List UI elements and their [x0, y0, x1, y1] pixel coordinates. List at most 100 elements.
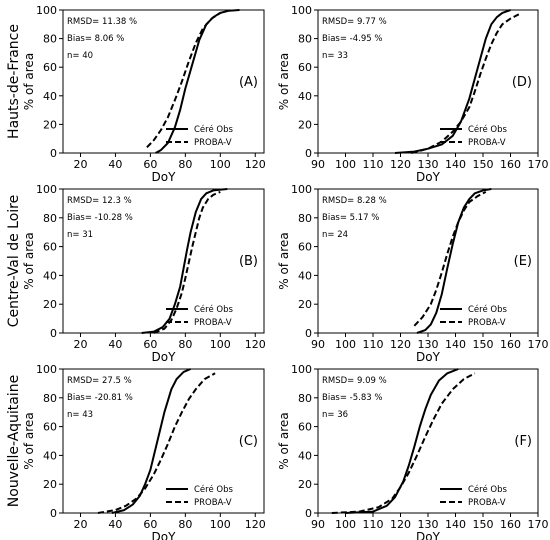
- stat-line: RMSD= 9.77 %: [322, 17, 387, 27]
- x-tick-label: 100: [335, 338, 356, 351]
- x-tick-label: 60: [143, 338, 157, 351]
- y-tick-label: 60: [298, 421, 312, 434]
- x-tick-label: 140: [445, 158, 466, 171]
- y-axis-label: % of area: [22, 53, 36, 110]
- x-tick-label: 100: [210, 158, 231, 171]
- legend-label: Céré Obs: [194, 484, 233, 495]
- x-tick-label: 100: [335, 518, 356, 531]
- plot-frame: [62, 188, 265, 334]
- series-line-proba-v: [413, 191, 487, 327]
- x-tick-label: 100: [210, 338, 231, 351]
- y-tick-label: 0: [305, 147, 312, 160]
- y-tick-label: 60: [298, 61, 312, 74]
- x-tick-label: 20: [73, 158, 87, 171]
- series-line-proba-v: [97, 372, 216, 514]
- stat-line: n= 40: [67, 51, 93, 61]
- stat-line: RMSD= 9.09 %: [322, 376, 387, 386]
- y-tick-label: 40: [298, 90, 312, 103]
- x-tick-label: 140: [445, 338, 466, 351]
- y-tick-label: 80: [43, 392, 57, 405]
- panel-label: (A): [239, 75, 258, 90]
- panel-c: 20 40 60 80 100 120 0 20 40 60 80 100 DoY % of areaNo…: [6, 363, 266, 540]
- legend-label: PROBA-V: [194, 498, 232, 508]
- x-tick-label: 80: [178, 158, 192, 171]
- y-tick-label: 40: [298, 269, 312, 282]
- x-tick-label: 120: [245, 338, 266, 351]
- y-axis-label: % of area: [277, 53, 291, 110]
- x-tick-label: 110: [363, 518, 384, 531]
- plot-frame: [62, 368, 265, 514]
- y-tick-label: 20: [298, 298, 312, 311]
- stat-line: n= 43: [67, 410, 93, 420]
- series-line-proba-v: [331, 372, 476, 514]
- x-tick-label: 60: [143, 518, 157, 531]
- y-tick-label: 40: [43, 90, 57, 103]
- x-axis-label: DoY: [416, 350, 441, 364]
- y-tick-label: 40: [298, 449, 312, 462]
- y-axis-label: % of area: [277, 232, 291, 289]
- panel-d: 90 100 110 120 130 140 150 160 170 0 20 40 60 80 100 Do…: [277, 4, 549, 184]
- panel-f: 90 100 110 120 130 140 150 160 170 0 20 40 60 80 100 Do…: [277, 363, 549, 540]
- x-tick-label: 100: [335, 158, 356, 171]
- x-tick-label: 140: [445, 518, 466, 531]
- panel-label: (E): [514, 254, 532, 269]
- y-tick-label: 20: [43, 118, 57, 131]
- y-tick-label: 60: [43, 241, 57, 254]
- x-tick-label: 160: [500, 338, 521, 351]
- y-tick-label: 0: [305, 507, 312, 520]
- legend-label: PROBA-V: [468, 138, 506, 148]
- series-line-proba-v: [146, 12, 221, 148]
- panel-label: (F): [514, 434, 532, 449]
- stat-line: Bias= -4.95 %: [322, 34, 382, 44]
- y-tick-label: 20: [43, 298, 57, 311]
- x-tick-label: 120: [245, 518, 266, 531]
- legend-label: PROBA-V: [468, 498, 506, 508]
- x-tick-label: 170: [528, 518, 549, 531]
- x-tick-label: 150: [473, 338, 494, 351]
- x-tick-label: 130: [418, 158, 439, 171]
- y-tick-label: 40: [43, 269, 57, 282]
- x-tick-label: 40: [108, 338, 122, 351]
- series-line-proba-v: [411, 13, 520, 154]
- row-label: Centre-Val de Loire: [6, 195, 22, 327]
- stat-line: Bias= 5.17 %: [322, 213, 379, 223]
- x-tick-label: 150: [473, 518, 494, 531]
- x-axis-label: DoY: [152, 530, 177, 540]
- stat-line: n= 33: [322, 51, 348, 61]
- x-tick-label: 90: [311, 338, 325, 351]
- y-axis-label: % of area: [277, 412, 291, 469]
- y-tick-label: 60: [43, 61, 57, 74]
- x-tick-label: 170: [528, 338, 549, 351]
- y-tick-label: 40: [43, 449, 57, 462]
- stat-line: RMSD= 8.28 %: [322, 196, 387, 206]
- legend-label: Céré Obs: [468, 304, 507, 315]
- y-tick-label: 0: [305, 327, 312, 340]
- y-tick-label: 100: [36, 363, 57, 376]
- row-label: Hauts-de-France: [6, 24, 22, 139]
- panel-label: (C): [239, 434, 258, 449]
- x-tick-label: 90: [311, 158, 325, 171]
- x-tick-label: 20: [73, 338, 87, 351]
- series-line-cere-obs: [416, 188, 492, 334]
- x-axis-label: DoY: [152, 170, 177, 184]
- x-tick-label: 120: [390, 338, 411, 351]
- y-tick-label: 100: [291, 4, 312, 17]
- stat-line: RMSD= 27.5 %: [67, 376, 132, 386]
- y-tick-label: 0: [50, 147, 57, 160]
- series-line-cere-obs: [111, 368, 191, 514]
- y-tick-label: 80: [298, 33, 312, 46]
- x-axis-label: DoY: [416, 530, 441, 540]
- panel-a: 20 40 60 80 100 120 0 20 40 60 80 100 DoY % of areaHa…: [6, 4, 266, 184]
- y-tick-label: 100: [291, 363, 312, 376]
- legend-label: PROBA-V: [468, 318, 506, 328]
- stat-line: n= 31: [67, 230, 93, 240]
- x-tick-label: 60: [143, 158, 157, 171]
- x-tick-label: 120: [390, 518, 411, 531]
- stat-line: Bias= -10.28 %: [67, 213, 133, 223]
- x-tick-label: 150: [473, 158, 494, 171]
- stat-line: Bias= -5.83 %: [322, 393, 382, 403]
- legend-label: Céré Obs: [194, 124, 233, 135]
- x-tick-label: 110: [363, 338, 384, 351]
- x-tick-label: 80: [178, 518, 192, 531]
- row-label: Nouvelle-Aquitaine: [6, 375, 22, 507]
